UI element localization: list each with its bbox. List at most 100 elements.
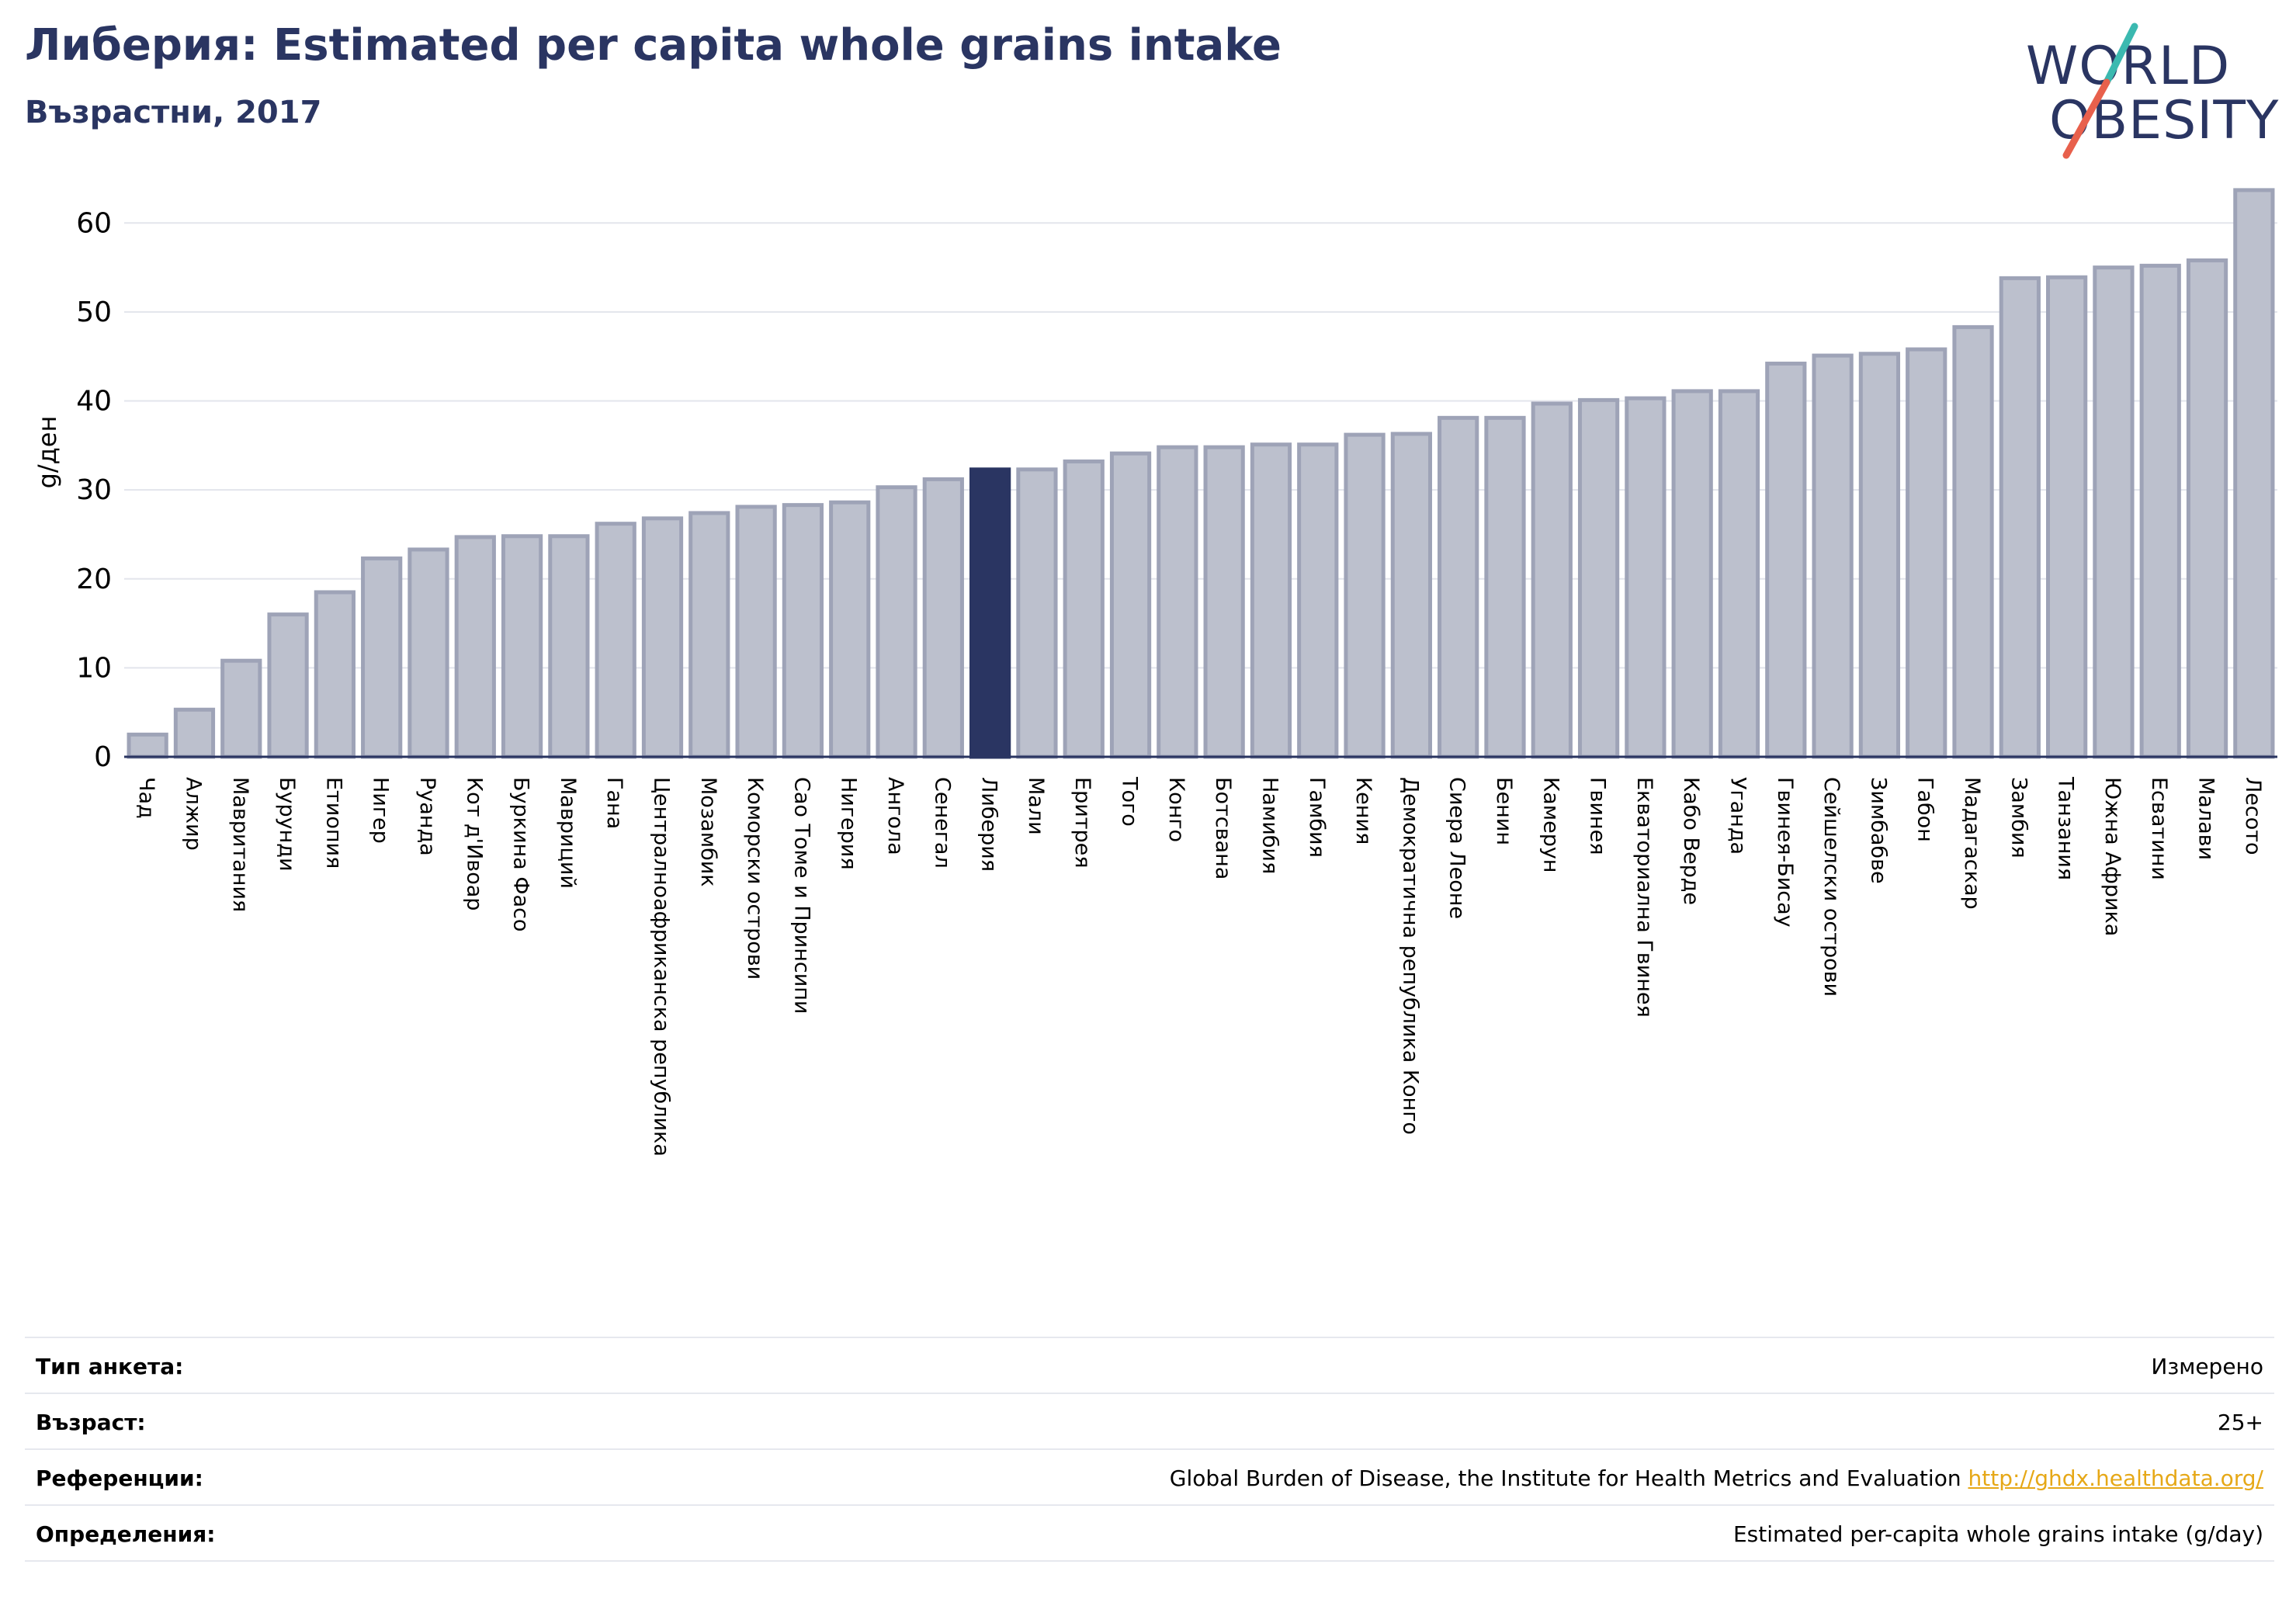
- bar: [2093, 265, 2135, 759]
- bar: [220, 658, 262, 759]
- info-label: Възраст:: [36, 1410, 146, 1435]
- info-value: 25+: [2217, 1410, 2263, 1435]
- bar: [969, 467, 1011, 759]
- reference-link[interactable]: http://ghdx.healthdata.org/: [1968, 1465, 2263, 1491]
- x-tick-label: Мавриций: [556, 777, 580, 889]
- bar: [1344, 432, 1386, 759]
- x-tick-label: Гвинея-Бисау: [1773, 777, 1797, 928]
- info-label: Определения:: [36, 1521, 216, 1547]
- bar: [1531, 401, 1573, 759]
- bar: [1157, 445, 1198, 759]
- bar: [1063, 459, 1105, 759]
- bar: [829, 500, 871, 759]
- bar: [1438, 415, 1479, 759]
- bar: [1671, 389, 1713, 759]
- bar: [2233, 188, 2275, 759]
- info-label: Тип анкета:: [36, 1354, 184, 1379]
- bar: [735, 505, 777, 759]
- info-label: Референции:: [36, 1465, 203, 1491]
- bar: [1297, 442, 1339, 759]
- x-tick-label: Гамбия: [1305, 777, 1329, 858]
- x-tick-label: Коморски острови: [743, 777, 767, 980]
- x-tick-label: Мозамбик: [696, 777, 720, 887]
- x-tick-label: Южна Африка: [2100, 777, 2124, 936]
- x-tick-label: Мали: [1024, 777, 1048, 835]
- x-tick-label: Сейшелски острови: [1819, 777, 1843, 997]
- bar: [1952, 324, 1994, 759]
- bar: [1718, 389, 1760, 759]
- x-tick-label: Либерия: [977, 777, 1001, 872]
- y-tick-label: 60: [76, 207, 112, 239]
- x-tick-label: Нигерия: [837, 777, 861, 870]
- x-tick-label: Конго: [1164, 777, 1188, 842]
- info-row-age: Възраст: 25+: [25, 1393, 2274, 1448]
- world-obesity-logo: WORLD OBESITY: [2026, 22, 2282, 161]
- bar: [1812, 353, 1854, 759]
- bar: [548, 534, 590, 759]
- x-tick-label: Есватини: [2147, 777, 2171, 880]
- x-tick-label: Ботсвана: [1211, 777, 1235, 879]
- x-tick-label: Етиопия: [321, 777, 345, 869]
- bar: [1999, 276, 2041, 759]
- bar: [361, 556, 403, 759]
- x-tick-label: Сенегал: [930, 777, 954, 869]
- bar: [688, 511, 730, 759]
- x-tick-label: Габон: [1913, 777, 1937, 842]
- chart-title: Либерия: Estimated per capita whole grai…: [25, 20, 1282, 71]
- x-tick-label: Бурунди: [275, 777, 299, 872]
- bar-chart: 0 10 20 30 40 50 60 g/ден Чад Алжир Мавритания Буру…: [33, 188, 2277, 1157]
- y-tick-label: 20: [76, 564, 112, 595]
- x-tick-label: Сиера Леоне: [1445, 777, 1469, 919]
- x-tick-label: Еритрея: [1070, 777, 1094, 868]
- bar: [782, 503, 824, 759]
- x-tick-label: Мавритания: [228, 777, 252, 912]
- y-tick-label: 50: [76, 297, 112, 328]
- y-tick-label: 10: [76, 652, 112, 684]
- info-table: Тип анкета: Измерено Възраст: 25+ Рефере…: [25, 1337, 2274, 1562]
- x-tick-label: Лесото: [2241, 777, 2265, 855]
- info-row-references: Референции: Global Burden of Disease, th…: [25, 1448, 2274, 1504]
- x-tick-label: Чад: [134, 777, 158, 819]
- bar: [501, 534, 543, 759]
- chart-subtitle: Възрастни, 2017: [25, 95, 322, 130]
- bar: [595, 522, 636, 759]
- info-value: Измерено: [2151, 1354, 2263, 1379]
- x-tick-label: Гана: [602, 777, 626, 829]
- bar: [2186, 258, 2228, 759]
- x-tick-label: Гвинея: [1586, 777, 1610, 855]
- x-tick-label: Демократична република Конго: [1398, 777, 1422, 1135]
- x-tick-label: Малави: [2194, 777, 2218, 860]
- bar: [1016, 467, 1058, 759]
- info-value: Global Burden of Disease, the Institute …: [1170, 1465, 2263, 1491]
- x-tick-label: Централноафриканска република: [650, 777, 674, 1157]
- bar: [876, 485, 917, 759]
- bar: [2046, 275, 2088, 759]
- x-tick-label: Екваториална Гвинея: [1632, 777, 1656, 1018]
- x-tick-label: Мадагаскар: [1960, 777, 1984, 910]
- bar: [1625, 396, 1667, 759]
- bar: [1250, 442, 1292, 759]
- info-value: Estimated per-capita whole grains intake…: [1732, 1521, 2263, 1547]
- bar: [1203, 445, 1245, 759]
- bar: [173, 707, 216, 759]
- y-tick-label: 30: [76, 474, 112, 506]
- x-tick-label: Намибия: [1257, 777, 1282, 874]
- bar: [2139, 263, 2181, 759]
- bar: [1906, 347, 1947, 759]
- reference-text: Global Burden of Disease, the Institute …: [1169, 1465, 1961, 1491]
- x-tick-label: Кения: [1351, 777, 1375, 845]
- x-tick-label: Нигер: [369, 777, 393, 844]
- bar: [1484, 415, 1526, 759]
- bar: [641, 516, 684, 759]
- x-tick-label: Замбия: [2006, 777, 2031, 858]
- y-tick-label: 0: [94, 741, 112, 773]
- bar: [267, 612, 309, 759]
- x-tick-label: Буркина Фасо: [509, 777, 533, 931]
- x-tick-label: Того: [1118, 776, 1142, 827]
- info-row-survey-type: Тип анкета: Измерено: [25, 1337, 2274, 1393]
- x-tick-label: Сао Томе и Принсипи: [789, 777, 813, 1014]
- bar: [408, 547, 449, 759]
- y-tick-label: 40: [76, 386, 112, 418]
- bar: [1765, 361, 1807, 759]
- bar: [1109, 451, 1152, 759]
